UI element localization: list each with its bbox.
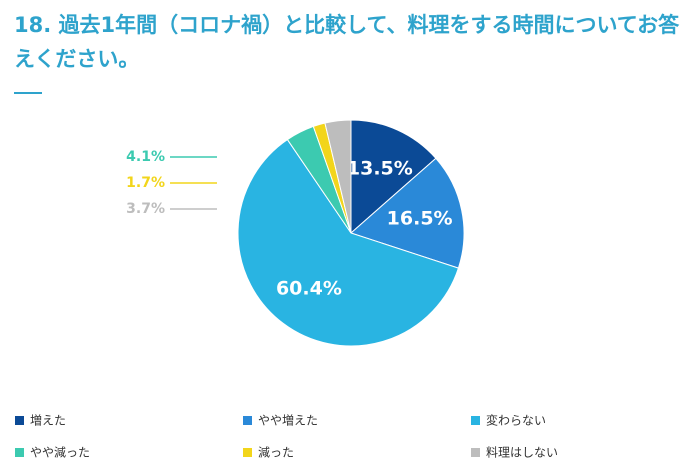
legend-label: やや減った	[30, 445, 90, 460]
data-label: 13.5%	[347, 158, 413, 180]
chart-title: 18. 過去1年間（コロナ禍）と比較して、料理をする時間についてお答えください。	[14, 13, 680, 71]
data-label: 60.4%	[276, 277, 342, 299]
legend-swatch	[471, 416, 480, 425]
legend-swatch	[243, 448, 252, 457]
legend-swatch	[471, 448, 480, 457]
data-label: 4.1%	[126, 149, 165, 165]
data-label: 16.5%	[387, 207, 453, 229]
legend-swatch	[243, 416, 252, 425]
legend-swatch	[15, 448, 24, 457]
pie-slice	[350, 157, 465, 269]
legend-label: 料理はしない	[486, 446, 558, 460]
pie-slice	[237, 138, 460, 347]
legend-swatch	[15, 416, 24, 425]
pie-slice	[350, 119, 437, 235]
data-label: 1.7%	[126, 175, 165, 191]
title-rule	[14, 92, 42, 94]
legend-label: やや増えた	[258, 414, 318, 428]
pie-slice	[324, 119, 352, 234]
legend-label: 減った	[258, 445, 294, 460]
data-label: 3.7%	[126, 201, 165, 217]
legend-label: 増えた	[30, 414, 66, 428]
legend-label: 変わらない	[486, 413, 546, 428]
